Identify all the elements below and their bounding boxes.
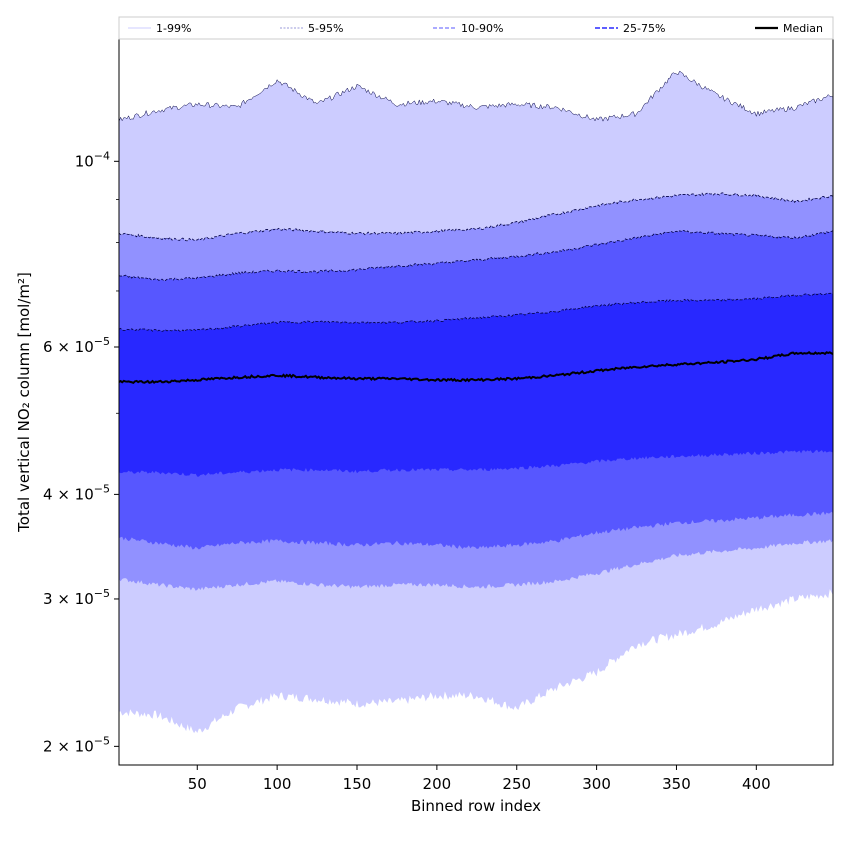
band-25-75pct — [119, 293, 833, 477]
x-tick-label: 100 — [263, 775, 292, 793]
x-tick-label: 50 — [188, 775, 207, 793]
legend-label: 10-90% — [461, 22, 503, 35]
x-tick-label: 250 — [502, 775, 531, 793]
y-tick-label: 3 × 10−5 — [43, 587, 110, 608]
band-upper-edge-25-75pct — [118, 292, 834, 332]
band-upper-edge-10-90pct — [118, 229, 834, 282]
band-upper-edge-5-95pct — [118, 192, 834, 242]
legend-box — [118, 16, 834, 40]
y-tick-label: 4 × 10−5 — [43, 482, 110, 503]
median-layer — [118, 350, 834, 385]
median-line — [118, 350, 834, 385]
legend-label: 1-99% — [156, 22, 191, 35]
x-axis: 50 100 150 200 250 300 350 400 — [188, 765, 771, 793]
x-tick-label: 350 — [662, 775, 691, 793]
y-tick-label: 2 × 10−5 — [43, 734, 110, 755]
y-axis: 2 × 10−5 3 × 10−5 4 × 10−5 6 × 10−5 10−4 — [43, 149, 119, 755]
band-upper-edge-1-99pct — [118, 70, 834, 122]
y-tick-label: 6 × 10−5 — [43, 335, 110, 356]
legend: 1-99% 5-95% 10-90% 25-75% Median — [118, 16, 834, 40]
x-tick-label: 300 — [582, 775, 611, 793]
x-axis-label: Binned row index — [411, 797, 541, 815]
legend-label: 5-95% — [308, 22, 343, 35]
legend-label: 25-75% — [623, 22, 665, 35]
x-tick-label: 150 — [343, 775, 372, 793]
x-tick-label: 400 — [742, 775, 771, 793]
x-tick-label: 200 — [423, 775, 452, 793]
percentile-bands — [118, 70, 834, 734]
plot-area — [118, 38, 834, 766]
y-axis-label: Total vertical NO₂ column [mol/m²] — [15, 272, 33, 533]
y-tick-label: 10−4 — [75, 149, 110, 170]
legend-label: Median — [783, 22, 823, 35]
